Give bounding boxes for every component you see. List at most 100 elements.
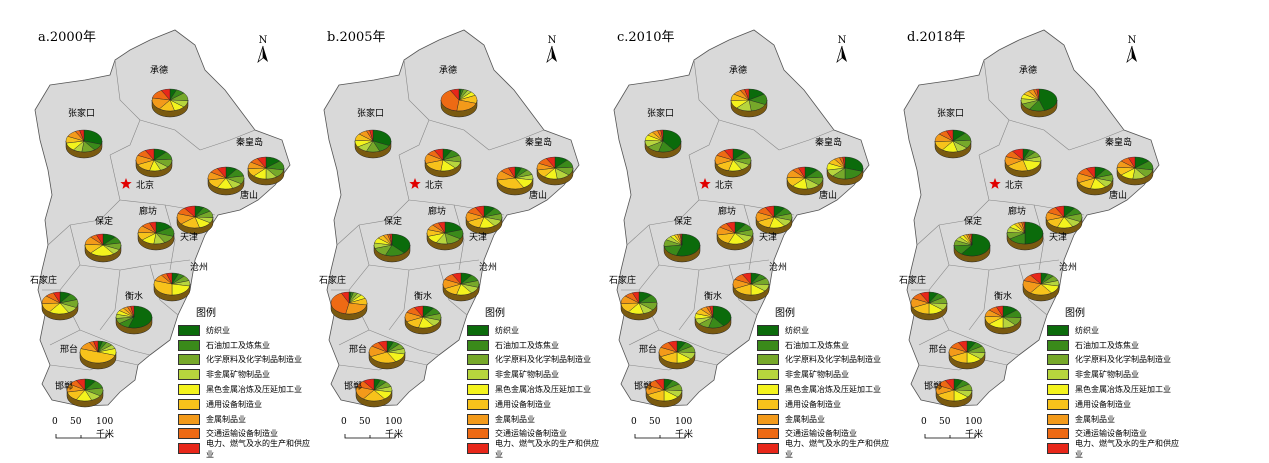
city-label: 衡水 xyxy=(125,290,143,302)
capital-label: 北京 xyxy=(1005,179,1023,191)
legend-swatch xyxy=(757,384,779,396)
scale-labels: 0 50 100千米 xyxy=(631,417,701,441)
scale-label: 50 xyxy=(70,417,82,427)
legend-item: 石油加工及炼焦业 xyxy=(757,338,896,353)
district-boundary xyxy=(42,224,81,291)
city-label: 廊坊 xyxy=(1008,205,1026,217)
pie-唐山-slice-9 xyxy=(216,166,227,179)
city-label: 衡水 xyxy=(704,290,722,302)
district-boundary xyxy=(948,259,1060,271)
legend-label: 金属制品业 xyxy=(495,414,535,424)
region-outline xyxy=(34,29,291,407)
district-boundary xyxy=(368,329,440,356)
city-label: 张家口 xyxy=(647,107,674,119)
pie-邢台 xyxy=(79,340,117,370)
pie-衡水-slice-1 xyxy=(128,305,153,329)
pie-邢台-slice-9 xyxy=(377,340,388,353)
legend-title: 图例 xyxy=(775,308,795,319)
district-boundary xyxy=(1033,204,1045,271)
pie-沧州 xyxy=(732,272,770,302)
legend-item: 交通运输设备制造业 xyxy=(467,427,606,442)
pie-衡水-slice-9 xyxy=(709,305,714,318)
legend-swatch xyxy=(178,443,200,455)
legend-label: 电力、燃气及水的生产和供应业 xyxy=(1075,438,1179,459)
city-label: 邯郸 xyxy=(344,380,362,392)
pie-保定-slice-1 xyxy=(391,233,411,254)
city-label: 保定 xyxy=(674,215,692,227)
legend-swatch xyxy=(1047,398,1069,410)
city-label: 保定 xyxy=(384,215,402,227)
legend-label: 金属制品业 xyxy=(1075,414,1115,424)
legend-label: 电力、燃气及水的生产和供应业 xyxy=(206,438,310,459)
legend-swatch xyxy=(467,369,489,381)
scale-label: 100千米 xyxy=(675,417,694,440)
legend: 图例 纺织业 石油加工及炼焦业 化学原料及化学制品制造业 非金属矿物制品业 黑色金属冶炼及… xyxy=(757,304,896,459)
city-label: 天津 xyxy=(180,232,198,243)
pie-石家庄-slice-9 xyxy=(919,291,930,304)
legend-swatch xyxy=(757,413,779,425)
district-boundary xyxy=(911,224,950,291)
capital-label: 北京 xyxy=(425,179,443,191)
pie-廊坊-slice-9 xyxy=(725,221,736,234)
legend-item: 通用设备制造业 xyxy=(467,397,606,412)
pie-承德-slice-9 xyxy=(1036,88,1040,101)
pie-秦皇岛 xyxy=(247,156,285,186)
city-label: 衡水 xyxy=(994,290,1012,302)
city-label: 保定 xyxy=(964,215,982,227)
pie-秦皇岛-slice-1 xyxy=(844,156,864,172)
capital-star-icon xyxy=(699,178,711,189)
pie-承德-slice-9 xyxy=(449,88,460,101)
legend-label: 石油加工及炼焦业 xyxy=(785,340,849,350)
legend-label: 非金属矿物制品业 xyxy=(206,370,270,380)
city-label: 衡水 xyxy=(414,290,432,302)
pie-承德-slice-1 xyxy=(1038,88,1058,111)
scale-labels: 0 50 100千米 xyxy=(52,417,122,441)
pie-保定-slice-9 xyxy=(96,233,104,246)
pie-天津 xyxy=(465,205,503,235)
legend-swatch xyxy=(178,369,200,381)
legend-swatch xyxy=(178,413,200,425)
pie-石家庄-slice-9 xyxy=(632,291,640,304)
district-boundary xyxy=(388,269,410,331)
pie-保定-slice-1 xyxy=(676,233,701,257)
legend-item: 交通运输设备制造业 xyxy=(178,427,317,442)
legend-swatch xyxy=(757,324,779,336)
district-boundary xyxy=(438,264,468,316)
legend-swatch xyxy=(757,428,779,440)
legend-swatch xyxy=(467,354,489,366)
district-boundary xyxy=(139,119,201,151)
pie-石家庄 xyxy=(330,291,368,321)
north-arrow-icon: N xyxy=(1126,35,1137,63)
city-label: 邯郸 xyxy=(55,380,73,392)
pie-廊坊-slice-9 xyxy=(149,221,157,234)
north-arrow-icon: N xyxy=(836,35,847,63)
pie-石家庄-slice-9 xyxy=(53,291,61,304)
pie-秦皇岛 xyxy=(826,156,864,186)
pie-唐山 xyxy=(786,166,824,196)
legend-item: 电力、燃气及水的生产和供应业 xyxy=(467,439,606,459)
pie-秦皇岛-slice-9 xyxy=(545,156,556,169)
legend-label: 通用设备制造业 xyxy=(495,399,551,409)
city-label: 石家庄 xyxy=(899,274,926,286)
pie-唐山-slice-6 xyxy=(497,177,525,190)
legend-swatch xyxy=(178,324,200,336)
panel-title: d.2018年 xyxy=(907,30,966,45)
district-boundary xyxy=(678,269,700,331)
pie-廊坊 xyxy=(1006,221,1044,251)
legend: 图例 纺织业 石油加工及炼焦业 化学原料及化学制品制造业 非金属矿物制品业 黑色金属冶炼及… xyxy=(178,304,317,459)
legend-swatch xyxy=(1047,339,1069,351)
panel-title: b.2005年 xyxy=(327,30,386,45)
legend-item: 纺织业 xyxy=(467,323,606,338)
city-label: 天津 xyxy=(759,232,777,243)
pie-衡水-slice-1 xyxy=(712,305,732,327)
pie-衡水-slice-9 xyxy=(130,305,135,318)
city-label: 廊坊 xyxy=(718,205,736,217)
city-label: 承德 xyxy=(729,64,747,76)
legend-item: 通用设备制造业 xyxy=(178,397,317,412)
legend-label: 纺织业 xyxy=(495,325,519,335)
pie-廊坊-slice-9 xyxy=(1023,221,1026,234)
legend-label: 电力、燃气及水的生产和供应业 xyxy=(495,438,599,459)
district-boundary xyxy=(968,269,990,331)
city-label: 承德 xyxy=(1019,64,1037,76)
